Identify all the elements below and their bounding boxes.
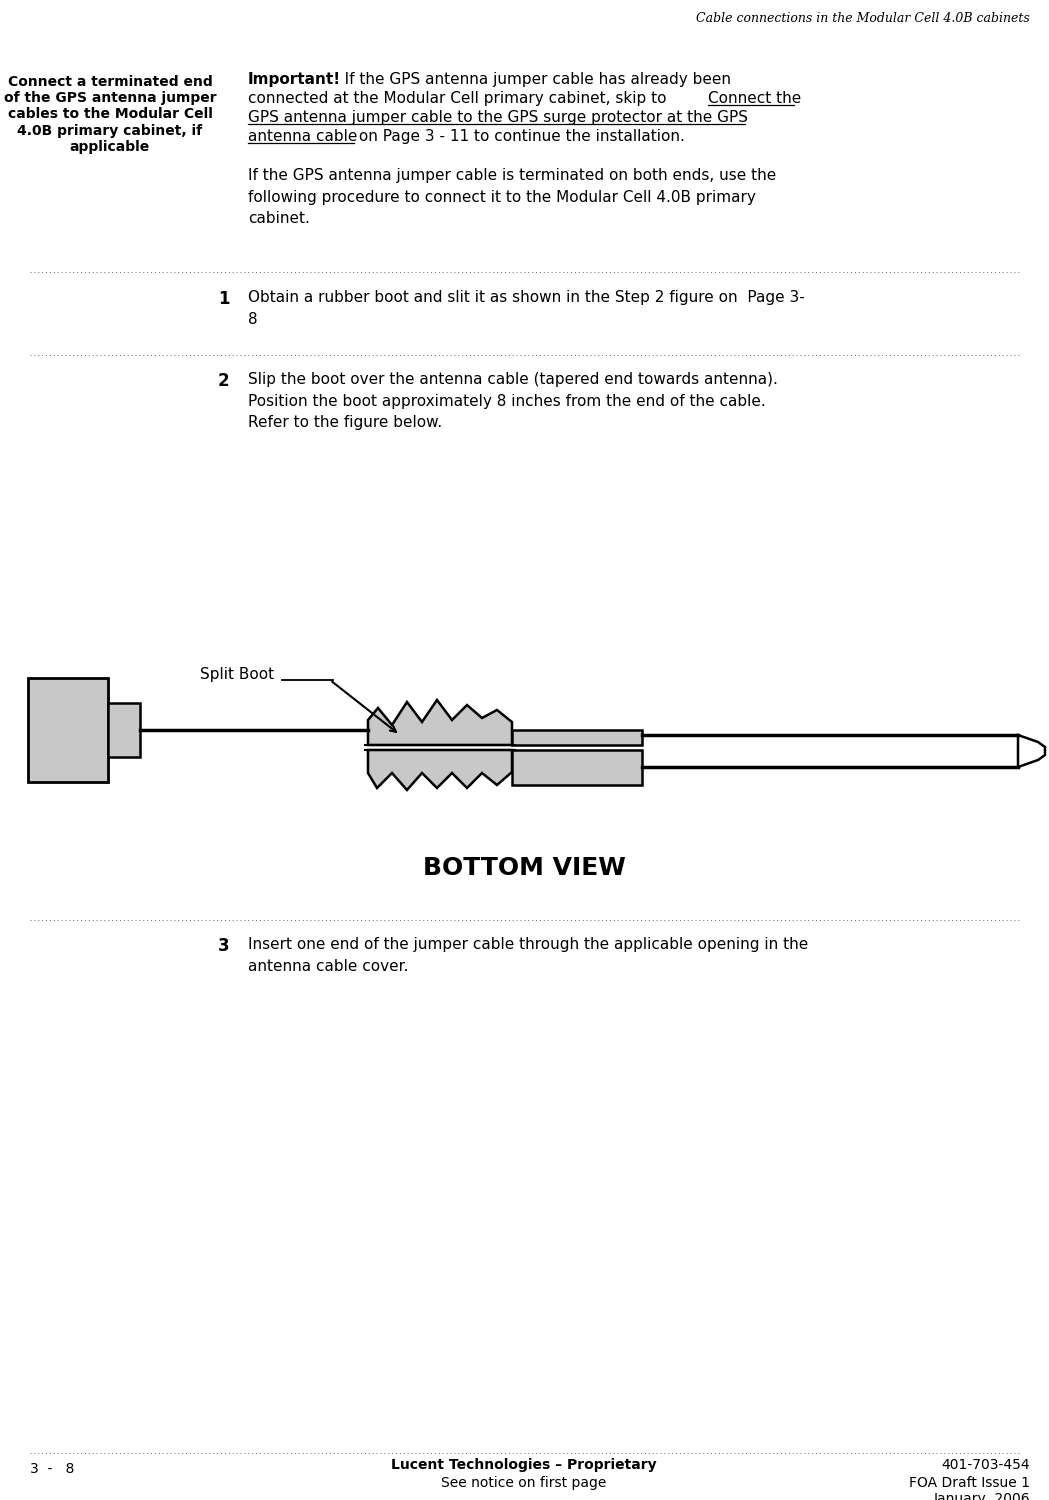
Text: See notice on first page: See notice on first page [442, 1476, 606, 1490]
Bar [28, 678, 108, 782]
Bar [108, 704, 140, 758]
Text: If the GPS antenna jumper cable has already been: If the GPS antenna jumper cable has alre… [330, 72, 731, 87]
Text: Important!: Important! [248, 72, 341, 87]
Text: 3  -   8: 3 - 8 [30, 1462, 74, 1476]
Polygon shape [368, 700, 512, 746]
Text: Cable connections in the Modular Cell 4.0B cabinets: Cable connections in the Modular Cell 4.… [697, 12, 1030, 26]
Text: antenna cable: antenna cable [248, 129, 358, 144]
Text: Insert one end of the jumper cable through the applicable opening in the
antenna: Insert one end of the jumper cable throu… [248, 938, 808, 974]
Text: If the GPS antenna jumper cable is terminated on both ends, use the
following pr: If the GPS antenna jumper cable is termi… [248, 168, 776, 226]
Bar [512, 750, 642, 784]
Text: GPS antenna jumper cable to the GPS surge protector at the GPS: GPS antenna jumper cable to the GPS surg… [248, 110, 748, 125]
Text: on Page 3 - 11 to continue the installation.: on Page 3 - 11 to continue the installat… [354, 129, 685, 144]
Text: Split Boot: Split Boot [200, 668, 274, 682]
Polygon shape [368, 750, 512, 790]
Text: January, 2006: January, 2006 [934, 1492, 1030, 1500]
Text: Slip the boot over the antenna cable (tapered end towards antenna).
Position the: Slip the boot over the antenna cable (ta… [248, 372, 778, 430]
Text: connected at the Modular Cell primary cabinet, skip to: connected at the Modular Cell primary ca… [248, 92, 671, 106]
Text: Connect a terminated end
of the GPS antenna jumper
cables to the Modular Cell
4.: Connect a terminated end of the GPS ante… [4, 75, 216, 154]
Text: 1: 1 [218, 290, 230, 308]
Polygon shape [1018, 735, 1045, 766]
Text: 3: 3 [218, 938, 230, 956]
Text: Obtain a rubber boot and slit it as shown in the Step 2 figure on  Page 3-
8: Obtain a rubber boot and slit it as show… [248, 290, 805, 327]
Text: 401-703-454: 401-703-454 [941, 1458, 1030, 1472]
Text: Lucent Technologies – Proprietary: Lucent Technologies – Proprietary [391, 1458, 657, 1472]
Text: BOTTOM VIEW: BOTTOM VIEW [423, 856, 625, 880]
Bar [512, 730, 642, 746]
Text: 2: 2 [218, 372, 230, 390]
Text: FOA Draft Issue 1: FOA Draft Issue 1 [909, 1476, 1030, 1490]
Text: Connect the: Connect the [708, 92, 801, 106]
